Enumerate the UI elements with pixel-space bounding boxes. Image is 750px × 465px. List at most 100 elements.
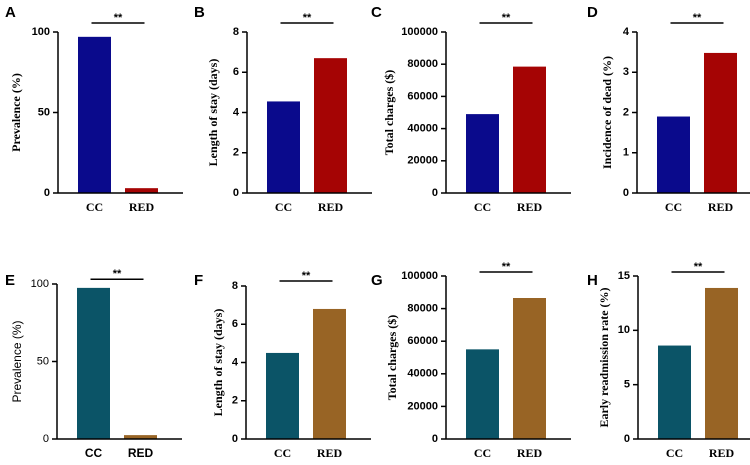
y-tick-label: 0 bbox=[232, 433, 238, 445]
y-tick-label: 15 bbox=[618, 270, 630, 282]
x-tick-label: RED bbox=[708, 200, 734, 214]
y-tick-label: 2 bbox=[623, 106, 629, 118]
panel-a: A Prevalence (%) CC RED 0 50 100 ** bbox=[5, 4, 183, 214]
x-tick-label: CC bbox=[86, 200, 103, 214]
panel-e: E Prevalence (%) CC RED 0 50 100 ** bbox=[5, 268, 182, 460]
x-tick-label: RED bbox=[517, 200, 543, 214]
y-tick-label: 50 bbox=[38, 106, 50, 118]
bar-cc bbox=[267, 101, 300, 193]
y-axis-label: Length of stay (days) bbox=[211, 309, 225, 417]
y-axis-label: Prevalence (%) bbox=[9, 73, 23, 152]
y-tick-label: 40000 bbox=[407, 123, 438, 135]
bar-cc bbox=[466, 114, 499, 193]
panel-letter: A bbox=[5, 4, 16, 21]
y-tick-label: 100000 bbox=[401, 270, 438, 282]
y-axis-label: Total charges ($) bbox=[385, 315, 399, 401]
bar-red bbox=[125, 188, 158, 193]
bar-red bbox=[124, 435, 157, 439]
bar-cc bbox=[266, 352, 299, 439]
bar-cc bbox=[658, 345, 691, 439]
panel-letter: C bbox=[371, 4, 382, 21]
x-tick-label: CC bbox=[274, 446, 291, 460]
panel-d: D Incidence of dead (%) CC RED 0 1 2 3 4 ** bbox=[587, 4, 750, 214]
y-tick-label: 0 bbox=[233, 187, 239, 199]
y-tick-label: 2 bbox=[233, 147, 239, 159]
y-tick-label: 1 bbox=[623, 147, 629, 159]
y-tick-label: 60000 bbox=[407, 90, 438, 102]
significance-label: ** bbox=[694, 261, 703, 273]
significance-label: ** bbox=[502, 12, 511, 24]
x-tick-label: RED bbox=[129, 200, 155, 214]
y-tick-label: 3 bbox=[623, 66, 629, 78]
x-tick-label: RED bbox=[517, 446, 543, 460]
x-tick-label: RED bbox=[317, 446, 343, 460]
y-tick-label: 6 bbox=[233, 66, 239, 78]
panel-letter: G bbox=[371, 272, 383, 289]
y-tick-label: 20000 bbox=[407, 155, 438, 167]
significance-label: ** bbox=[302, 270, 311, 282]
y-tick-label: 80000 bbox=[407, 58, 438, 70]
y-tick-label: 0 bbox=[43, 433, 49, 445]
y-tick-label: 5 bbox=[624, 379, 630, 391]
y-tick-label: 6 bbox=[232, 318, 238, 330]
bar-cc bbox=[466, 349, 499, 439]
bar-cc bbox=[657, 116, 690, 193]
y-axis-label: Incidence of dead (%) bbox=[600, 56, 614, 169]
panel-letter: H bbox=[587, 272, 598, 289]
bar-red bbox=[704, 52, 737, 194]
x-tick-label: CC bbox=[474, 446, 491, 460]
y-tick-label: 50 bbox=[37, 355, 49, 367]
x-tick-label: CC bbox=[275, 200, 292, 214]
x-tick-label: RED bbox=[709, 446, 735, 460]
significance-label: ** bbox=[693, 12, 702, 24]
y-tick-label: 100 bbox=[32, 26, 50, 38]
y-tick-label: 80000 bbox=[407, 303, 438, 315]
panel-c: C Total charges ($) CC RED 0 20000 40000 60000 8… bbox=[371, 4, 571, 214]
panel-letter: E bbox=[5, 272, 15, 289]
y-tick-label: 0 bbox=[624, 433, 630, 445]
significance-label: ** bbox=[113, 268, 122, 280]
significance-label: ** bbox=[303, 12, 312, 24]
panel-b: B Length of stay (days) CC RED 0 2 4 6 8 ** bbox=[194, 4, 372, 214]
y-tick-label: 8 bbox=[233, 26, 239, 38]
y-tick-label: 4 bbox=[623, 26, 630, 38]
y-axis-label: Early readmission rate (%) bbox=[597, 287, 611, 427]
y-tick-label: 0 bbox=[432, 187, 438, 199]
y-axis-label: Length of stay (days) bbox=[206, 59, 220, 167]
panel-letter: B bbox=[194, 4, 205, 21]
panel-f: F Length of stay (days) CC RED 0 2 4 6 8 ** bbox=[194, 270, 371, 460]
panel-letter: D bbox=[587, 4, 598, 21]
panel-g: G Total charges ($) CC RED 0 20000 40000 60000 8… bbox=[371, 261, 571, 460]
bar-cc bbox=[77, 287, 110, 439]
y-tick-label: 8 bbox=[232, 280, 238, 292]
y-axis-label: Prevalence (%) bbox=[10, 320, 24, 402]
bar-red bbox=[314, 58, 347, 193]
x-tick-label: RED bbox=[318, 200, 344, 214]
panel-letter: F bbox=[194, 272, 203, 289]
bar-red bbox=[313, 308, 346, 439]
bar-red bbox=[705, 287, 738, 439]
bar-cc bbox=[78, 36, 111, 193]
x-tick-label: CC bbox=[474, 200, 491, 214]
y-tick-label: 4 bbox=[233, 106, 240, 118]
y-tick-label: 20000 bbox=[407, 400, 438, 412]
y-tick-label: 100000 bbox=[401, 26, 438, 38]
y-tick-label: 40000 bbox=[407, 368, 438, 380]
y-tick-label: 4 bbox=[232, 356, 239, 368]
y-tick-label: 0 bbox=[623, 187, 629, 199]
y-tick-label: 0 bbox=[44, 187, 50, 199]
significance-label: ** bbox=[502, 261, 511, 273]
y-tick-label: 0 bbox=[432, 433, 438, 445]
x-tick-label: CC bbox=[85, 446, 103, 460]
x-tick-label: CC bbox=[666, 446, 683, 460]
y-tick-label: 100 bbox=[31, 278, 49, 290]
x-tick-label: RED bbox=[128, 446, 154, 460]
x-tick-label: CC bbox=[665, 200, 682, 214]
bar-red bbox=[513, 298, 546, 439]
y-axis-label: Total charges ($) bbox=[382, 70, 396, 156]
y-tick-label: 60000 bbox=[407, 335, 438, 347]
bar-red bbox=[513, 66, 546, 193]
y-tick-label: 10 bbox=[618, 324, 630, 336]
